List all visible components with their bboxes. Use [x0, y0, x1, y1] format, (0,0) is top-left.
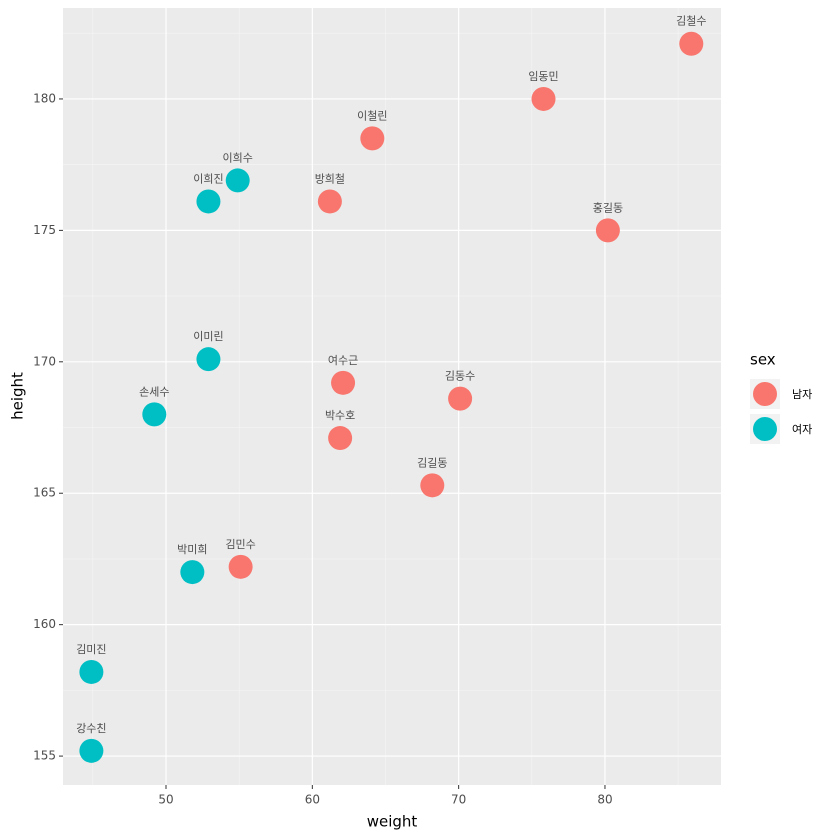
point: [317, 189, 342, 214]
y-tick-label: 155: [33, 749, 56, 763]
point-label: 김동수: [445, 370, 475, 383]
point: [228, 554, 253, 579]
legend-label: 여자: [792, 423, 812, 436]
legend-marker: [753, 417, 777, 441]
point-label: 강수친: [76, 722, 106, 735]
point: [180, 560, 205, 585]
y-tick-label: 170: [33, 354, 56, 368]
legend-marker: [753, 382, 777, 406]
point-label: 이미린: [193, 330, 223, 343]
y-tick-label: 165: [33, 486, 56, 500]
point: [79, 738, 104, 763]
point-label: 이희수: [223, 151, 253, 164]
point-label: 김철수: [676, 15, 706, 28]
point: [679, 31, 704, 56]
point: [595, 218, 620, 243]
y-tick-label: 175: [33, 223, 56, 237]
legend-label: 남자: [792, 388, 812, 401]
legend-title: sex: [750, 351, 776, 369]
y-tick-label: 180: [33, 91, 56, 105]
point-label: 이희진: [193, 172, 223, 185]
y-tick-label: 160: [33, 617, 56, 631]
x-tick-label: 60: [305, 793, 320, 807]
point: [331, 370, 356, 395]
point-label: 손세수: [139, 385, 169, 398]
point: [448, 386, 473, 411]
point-label: 김미진: [76, 643, 106, 656]
x-axis-label: weight: [367, 813, 418, 831]
point-label: 임동민: [528, 70, 558, 83]
point-label: 박수호: [325, 409, 355, 422]
point: [225, 168, 250, 193]
y-axis-label: height: [9, 372, 27, 420]
point: [79, 659, 104, 684]
point-label: 김길동: [417, 456, 447, 469]
point-label: 김민수: [225, 538, 255, 551]
point: [328, 426, 353, 451]
point: [196, 347, 221, 372]
point: [142, 402, 167, 427]
point: [360, 126, 385, 151]
panel: [63, 8, 721, 785]
point: [420, 473, 445, 498]
point-label: 방희철: [315, 172, 345, 185]
x-tick-label: 50: [158, 793, 173, 807]
point-label: 홍길동: [593, 200, 623, 214]
point-label: 박미희: [177, 543, 207, 556]
point-label: 여수근: [328, 354, 358, 367]
x-tick-label: 70: [451, 793, 466, 807]
point-label: 이철린: [357, 109, 387, 122]
point: [531, 86, 556, 111]
point: [196, 189, 221, 214]
x-tick-label: 80: [597, 793, 612, 807]
